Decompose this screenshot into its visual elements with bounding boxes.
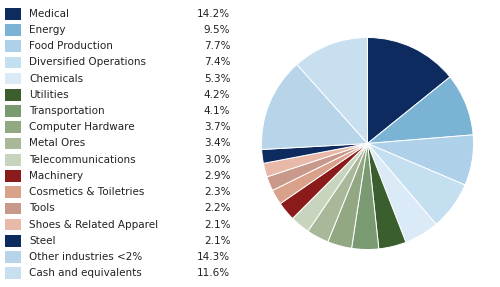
Text: Computer Hardware: Computer Hardware	[29, 122, 135, 132]
Wedge shape	[262, 144, 368, 163]
Text: Tools: Tools	[29, 203, 55, 213]
Text: 5.3%: 5.3%	[204, 74, 231, 84]
Text: Chemicals: Chemicals	[29, 74, 84, 84]
Wedge shape	[297, 38, 368, 144]
Text: 11.6%: 11.6%	[197, 268, 230, 278]
Bar	[5, 57, 21, 68]
Text: 3.7%: 3.7%	[204, 122, 231, 132]
Text: 2.3%: 2.3%	[204, 187, 231, 197]
Text: 4.1%: 4.1%	[204, 106, 231, 116]
Text: 14.2%: 14.2%	[197, 9, 230, 19]
Wedge shape	[368, 77, 473, 144]
Text: Food Production: Food Production	[29, 41, 113, 51]
Text: 14.3%: 14.3%	[197, 252, 230, 262]
Text: 7.7%: 7.7%	[204, 41, 231, 51]
Bar	[5, 138, 21, 149]
Bar	[5, 105, 21, 117]
Text: Medical: Medical	[29, 9, 69, 19]
Wedge shape	[292, 144, 368, 231]
Bar	[5, 235, 21, 247]
Wedge shape	[368, 144, 406, 249]
Bar	[5, 219, 21, 230]
Wedge shape	[264, 144, 368, 177]
Text: 9.5%: 9.5%	[204, 25, 231, 35]
Wedge shape	[368, 144, 465, 224]
Text: Machinery: Machinery	[29, 171, 84, 181]
Wedge shape	[368, 144, 436, 242]
Wedge shape	[352, 144, 379, 249]
Text: Metal Ores: Metal Ores	[29, 139, 86, 148]
Text: 2.9%: 2.9%	[204, 171, 231, 181]
Wedge shape	[262, 64, 368, 150]
Wedge shape	[368, 38, 450, 144]
Text: 3.4%: 3.4%	[204, 139, 231, 148]
Bar	[5, 251, 21, 263]
Text: Steel: Steel	[29, 236, 56, 246]
Bar	[5, 24, 21, 36]
Bar	[5, 89, 21, 101]
Bar	[5, 73, 21, 84]
Text: Diversified Operations: Diversified Operations	[29, 57, 146, 67]
Bar	[5, 154, 21, 166]
Wedge shape	[308, 144, 368, 242]
Text: Shoes & Related Apparel: Shoes & Related Apparel	[29, 220, 158, 230]
Text: Telecommunications: Telecommunications	[29, 155, 136, 165]
Text: 4.2%: 4.2%	[204, 90, 231, 100]
Wedge shape	[267, 144, 368, 191]
Text: Energy: Energy	[29, 25, 66, 35]
Wedge shape	[272, 144, 368, 204]
Bar	[5, 186, 21, 198]
Text: Cash and equivalents: Cash and equivalents	[29, 268, 142, 278]
Wedge shape	[280, 144, 368, 218]
Wedge shape	[328, 144, 368, 248]
Text: 7.4%: 7.4%	[204, 57, 231, 67]
Bar	[5, 267, 21, 279]
Text: 2.1%: 2.1%	[204, 236, 231, 246]
Text: Cosmetics & Toiletries: Cosmetics & Toiletries	[29, 187, 144, 197]
Text: 2.2%: 2.2%	[204, 203, 231, 213]
Bar	[5, 170, 21, 182]
Bar	[5, 203, 21, 214]
Text: Transportation: Transportation	[29, 106, 105, 116]
Bar	[5, 121, 21, 133]
Bar	[5, 40, 21, 52]
Bar	[5, 8, 21, 20]
Text: Other industries <2%: Other industries <2%	[29, 252, 142, 262]
Wedge shape	[368, 135, 474, 185]
Text: 3.0%: 3.0%	[204, 155, 231, 165]
Text: 2.1%: 2.1%	[204, 220, 231, 230]
Text: Utilities: Utilities	[29, 90, 69, 100]
